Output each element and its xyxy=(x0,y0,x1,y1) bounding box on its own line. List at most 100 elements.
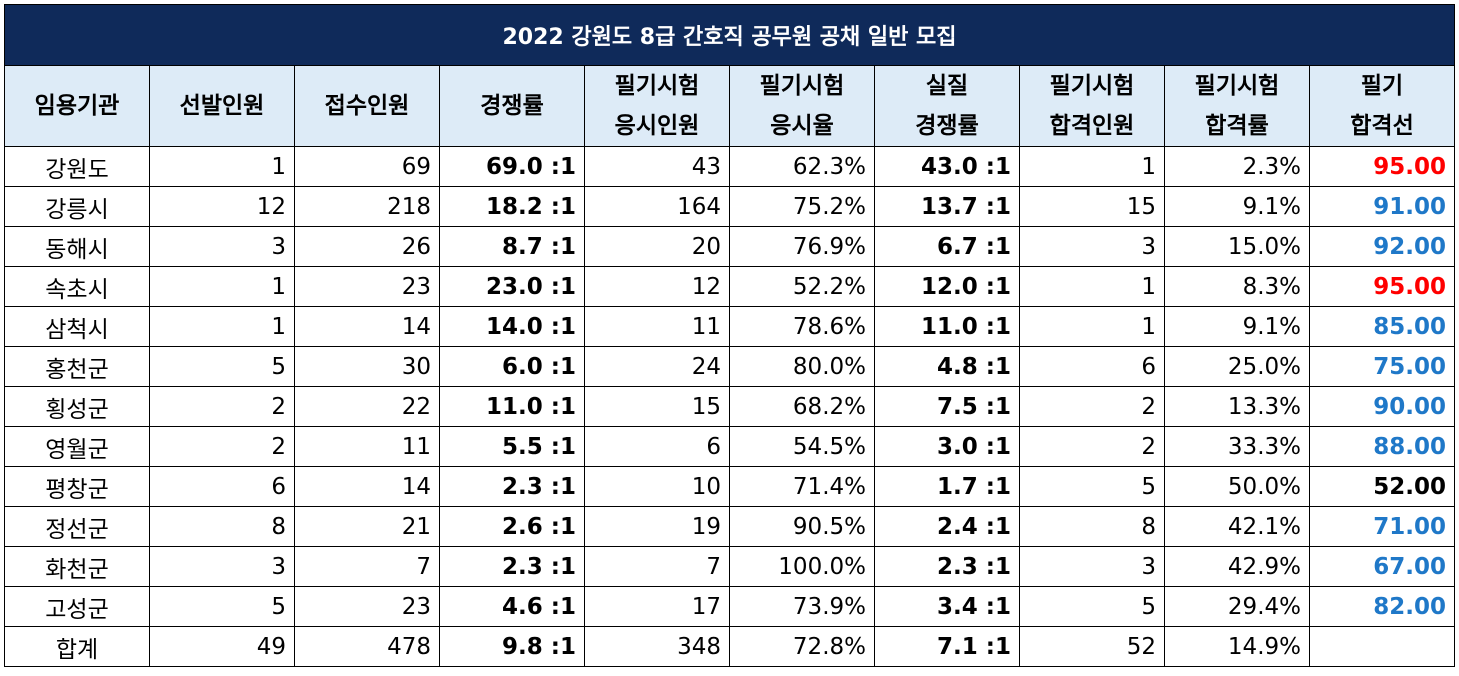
column-header-line: 필기시험 xyxy=(1049,73,1135,99)
exam-pass-count-cell: 52 xyxy=(1019,626,1165,667)
selected-count-cell: 5 xyxy=(149,586,295,627)
competition-ratio-cell: 8.7 :1 xyxy=(439,226,585,267)
exam-pass-count-cell: 6 xyxy=(1019,346,1165,387)
column-header-line: 실질 xyxy=(925,73,969,99)
competition-ratio-cell: 9.8 :1 xyxy=(439,626,585,667)
exam-taker-count-cell: 7 xyxy=(584,546,730,587)
applicant-count-cell: 69 xyxy=(294,146,440,187)
exam-taker-count-cell: 12 xyxy=(584,266,730,307)
exam-attendance-rate-cell: 80.0% xyxy=(729,346,875,387)
actual-competition-ratio-cell: 6.7 :1 xyxy=(874,226,1020,267)
applicant-count-cell: 23 xyxy=(294,266,440,307)
exam-attendance-rate-cell: 54.5% xyxy=(729,426,875,467)
column-header-line: 경쟁률 xyxy=(915,113,979,139)
exam-attendance-rate-cell: 71.4% xyxy=(729,466,875,507)
agency-cell: 합계 xyxy=(4,626,150,667)
cutoff-score-cell: 85.00 xyxy=(1309,306,1455,347)
actual-competition-ratio-cell: 11.0 :1 xyxy=(874,306,1020,347)
table-row: 고성군 5 23 4.6 :1 17 73.9% 3.4 :1 5 29.4% 82.00 xyxy=(4,586,1455,627)
exam-pass-count-cell: 1 xyxy=(1019,306,1165,347)
selected-count-cell: 5 xyxy=(149,346,295,387)
exam-taker-count-cell: 24 xyxy=(584,346,730,387)
competition-ratio-cell: 6.0 :1 xyxy=(439,346,585,387)
selected-count-cell: 3 xyxy=(149,226,295,267)
applicant-count-cell: 22 xyxy=(294,386,440,427)
exam-pass-rate-cell: 8.3% xyxy=(1164,266,1310,307)
actual-competition-ratio-cell: 2.4 :1 xyxy=(874,506,1020,547)
agency-cell: 평창군 xyxy=(4,466,150,507)
exam-pass-rate-cell: 25.0% xyxy=(1164,346,1310,387)
exam-pass-count-cell: 3 xyxy=(1019,546,1165,587)
column-header-line: 필기시험 xyxy=(759,73,845,99)
column-header-line: 응시율 xyxy=(770,113,834,139)
actual-competition-ratio-cell: 2.3 :1 xyxy=(874,546,1020,587)
exam-attendance-rate-cell: 90.5% xyxy=(729,506,875,547)
agency-cell: 동해시 xyxy=(4,226,150,267)
table-row: 강릉시 12 218 18.2 :1 164 75.2% 13.7 :1 15 9.1% 91.0… xyxy=(4,186,1455,227)
cutoff-score-cell: 67.00 xyxy=(1309,546,1455,587)
table-row: 속초시 1 23 23.0 :1 12 52.2% 12.0 :1 1 8.3% 95.00 xyxy=(4,266,1455,307)
exam-taker-count-cell: 19 xyxy=(584,506,730,547)
competition-ratio-cell: 69.0 :1 xyxy=(439,146,585,187)
column-header-line: 경쟁률 xyxy=(480,93,544,119)
column-header-line: 응시인원 xyxy=(614,113,700,139)
exam-pass-rate-cell: 13.3% xyxy=(1164,386,1310,427)
cutoff-score-cell: 91.00 xyxy=(1309,186,1455,227)
table-row: 합계 49 478 9.8 :1 348 72.8% 7.1 :1 52 14.9% xyxy=(4,626,1455,667)
exam-taker-count-cell: 10 xyxy=(584,466,730,507)
competition-ratio-cell: 11.0 :1 xyxy=(439,386,585,427)
exam-pass-rate-cell: 9.1% xyxy=(1164,306,1310,347)
competition-ratio-cell: 18.2 :1 xyxy=(439,186,585,227)
selected-count-cell: 8 xyxy=(149,506,295,547)
recruitment-table: 2022 강원도 8급 간호직 공무원 공채 일반 모집 임용기관 선발인원 접수인… xyxy=(4,4,1455,667)
column-header-line: 필기시험 xyxy=(1194,73,1280,99)
exam-attendance-rate-cell: 100.0% xyxy=(729,546,875,587)
cutoff-score-cell: 71.00 xyxy=(1309,506,1455,547)
exam-pass-count-cell: 15 xyxy=(1019,186,1165,227)
exam-attendance-rate-cell: 68.2% xyxy=(729,386,875,427)
table-row: 홍천군 5 30 6.0 :1 24 80.0% 4.8 :1 6 25.0% 75.00 xyxy=(4,346,1455,387)
actual-competition-ratio-cell: 7.1 :1 xyxy=(874,626,1020,667)
exam-pass-rate-cell: 42.9% xyxy=(1164,546,1310,587)
applicant-count-cell: 11 xyxy=(294,426,440,467)
exam-pass-count-cell: 3 xyxy=(1019,226,1165,267)
competition-ratio-cell: 2.3 :1 xyxy=(439,466,585,507)
exam-pass-rate-cell: 9.1% xyxy=(1164,186,1310,227)
selected-count-cell: 3 xyxy=(149,546,295,587)
table-row: 정선군 8 21 2.6 :1 19 90.5% 2.4 :1 8 42.1% 71.00 xyxy=(4,506,1455,547)
agency-cell: 정선군 xyxy=(4,506,150,547)
column-header-line: 합격인원 xyxy=(1049,113,1135,139)
header-row: 임용기관 선발인원 접수인원 경쟁률 필기시험 응시인원 필기시험 응시율 실질 경쟁률 필기시험 합… xyxy=(4,65,1455,147)
column-header: 경쟁률 xyxy=(439,65,585,147)
exam-taker-count-cell: 17 xyxy=(584,586,730,627)
exam-pass-count-cell: 1 xyxy=(1019,146,1165,187)
table-row: 화천군 3 7 2.3 :1 7 100.0% 2.3 :1 3 42.9% 67.00 xyxy=(4,546,1455,587)
table-row: 영월군 2 11 5.5 :1 6 54.5% 3.0 :1 2 33.3% 88.00 xyxy=(4,426,1455,467)
cutoff-score-cell: 95.00 xyxy=(1309,266,1455,307)
exam-attendance-rate-cell: 72.8% xyxy=(729,626,875,667)
competition-ratio-cell: 5.5 :1 xyxy=(439,426,585,467)
selected-count-cell: 2 xyxy=(149,386,295,427)
applicant-count-cell: 14 xyxy=(294,306,440,347)
actual-competition-ratio-cell: 12.0 :1 xyxy=(874,266,1020,307)
applicant-count-cell: 478 xyxy=(294,626,440,667)
actual-competition-ratio-cell: 3.4 :1 xyxy=(874,586,1020,627)
applicant-count-cell: 23 xyxy=(294,586,440,627)
actual-competition-ratio-cell: 7.5 :1 xyxy=(874,386,1020,427)
actual-competition-ratio-cell: 4.8 :1 xyxy=(874,346,1020,387)
agency-cell: 영월군 xyxy=(4,426,150,467)
agency-cell: 고성군 xyxy=(4,586,150,627)
exam-pass-count-cell: 8 xyxy=(1019,506,1165,547)
table-row: 강원도 1 69 69.0 :1 43 62.3% 43.0 :1 1 2.3% 95.00 xyxy=(4,146,1455,187)
table-row: 삼척시 1 14 14.0 :1 11 78.6% 11.0 :1 1 9.1% 85.00 xyxy=(4,306,1455,347)
agency-cell: 강원도 xyxy=(4,146,150,187)
column-header: 접수인원 xyxy=(294,65,440,147)
cutoff-score-cell: 88.00 xyxy=(1309,426,1455,467)
column-header: 필기시험 합격률 xyxy=(1164,65,1310,147)
column-header-line: 필기시험 xyxy=(614,73,700,99)
cutoff-score-cell: 90.00 xyxy=(1309,386,1455,427)
actual-competition-ratio-cell: 43.0 :1 xyxy=(874,146,1020,187)
